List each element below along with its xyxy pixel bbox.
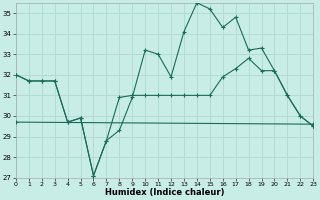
X-axis label: Humidex (Indice chaleur): Humidex (Indice chaleur) xyxy=(105,188,224,197)
